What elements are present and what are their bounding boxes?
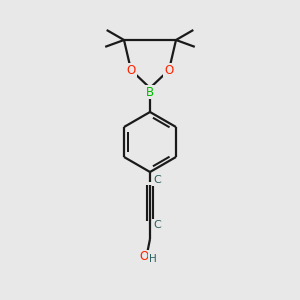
Text: O: O xyxy=(164,64,174,76)
Text: C: C xyxy=(153,220,161,230)
Text: B: B xyxy=(146,85,154,98)
Text: O: O xyxy=(126,64,136,76)
Text: C: C xyxy=(153,175,161,185)
Text: H: H xyxy=(149,254,157,264)
Text: O: O xyxy=(140,250,148,263)
